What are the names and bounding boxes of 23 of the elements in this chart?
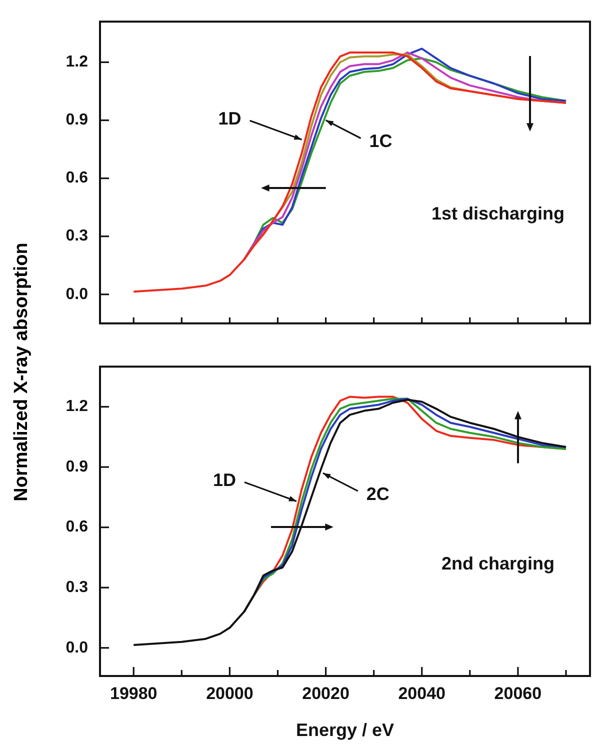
annotation: 1st discharging <box>431 204 565 224</box>
y-tick-label: 0.9 <box>66 458 88 476</box>
annotation: 1C <box>369 131 392 152</box>
x-tick-label: 20000 <box>206 684 254 703</box>
annotation: 1D <box>218 108 242 129</box>
y-tick-label: 0.3 <box>66 579 88 596</box>
annotation: 2C <box>366 484 390 504</box>
y-tick-label: 0.9 <box>66 112 88 129</box>
y-tick-label: 0.6 <box>66 518 88 536</box>
annotation: 2nd charging <box>441 554 555 574</box>
x-tick-label: 19980 <box>110 684 158 703</box>
y-tick-label: 1.2 <box>66 398 88 416</box>
x-tick-label: 20040 <box>398 684 446 703</box>
y-tick-label: 0.0 <box>66 286 88 303</box>
y-tick-label: 0.6 <box>66 170 88 187</box>
y-axis-title: Normalized X-ray absorption <box>11 242 33 502</box>
x-tick-label: 20060 <box>494 684 542 703</box>
x-tick-label: 20020 <box>302 684 350 703</box>
y-tick-label: 0.0 <box>66 639 88 656</box>
y-tick-label: 0.3 <box>66 228 88 245</box>
x-axis-title: Energy / eV <box>296 720 394 740</box>
annotation: 1D <box>212 470 236 490</box>
y-tick-label: 1.2 <box>66 54 88 71</box>
